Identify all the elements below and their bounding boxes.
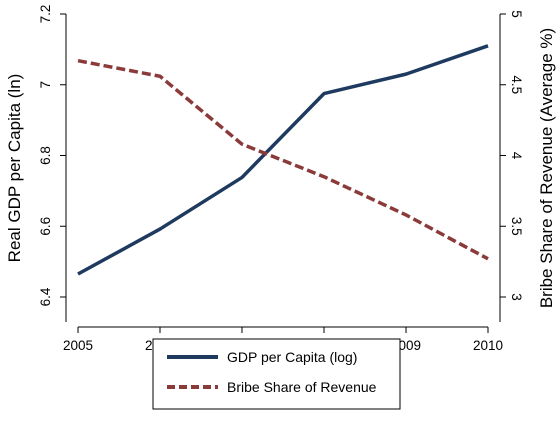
y-left-tick-label: 6.8 — [38, 146, 53, 165]
y-axis-right-title: Bribe Share of Revenue (Average %) — [537, 28, 556, 308]
y-left-tick-label: 7.2 — [38, 5, 53, 24]
x-tick-label: 2005 — [63, 338, 93, 353]
legend-label-bribe: Bribe Share of Revenue — [227, 379, 377, 395]
y-left-tick-label: 7 — [38, 81, 53, 89]
y-right-tick-label: 4 — [509, 152, 524, 160]
x-tick-label: 2010 — [473, 338, 503, 353]
y-left-tick-label: 6.6 — [38, 217, 53, 236]
y-right-tick-label: 3.5 — [509, 217, 524, 236]
legend-label-gdp: GDP per Capita (log) — [227, 349, 357, 365]
series-line-bribe — [77, 58, 489, 261]
legend: GDP per Capita (log) Bribe Share of Reve… — [152, 338, 401, 410]
series-layer — [77, 44, 489, 276]
y-right-tick-label: 4.5 — [509, 75, 524, 94]
legend-box — [152, 338, 401, 410]
y-axis-right-ticks: 3 3.5 4 4.5 5 — [500, 10, 524, 301]
y-left-tick-label: 6.4 — [38, 287, 53, 306]
y-right-tick-label: 5 — [509, 10, 524, 18]
y-axis-left-ticks: 6.4 6.6 6.8 7 7.2 — [38, 5, 66, 306]
series-line-gdp — [77, 44, 489, 276]
y-right-tick-label: 3 — [509, 293, 524, 301]
y-axis-left-title: Real GDP per Capita (ln) — [5, 74, 24, 263]
plot-frame — [65, 14, 501, 328]
